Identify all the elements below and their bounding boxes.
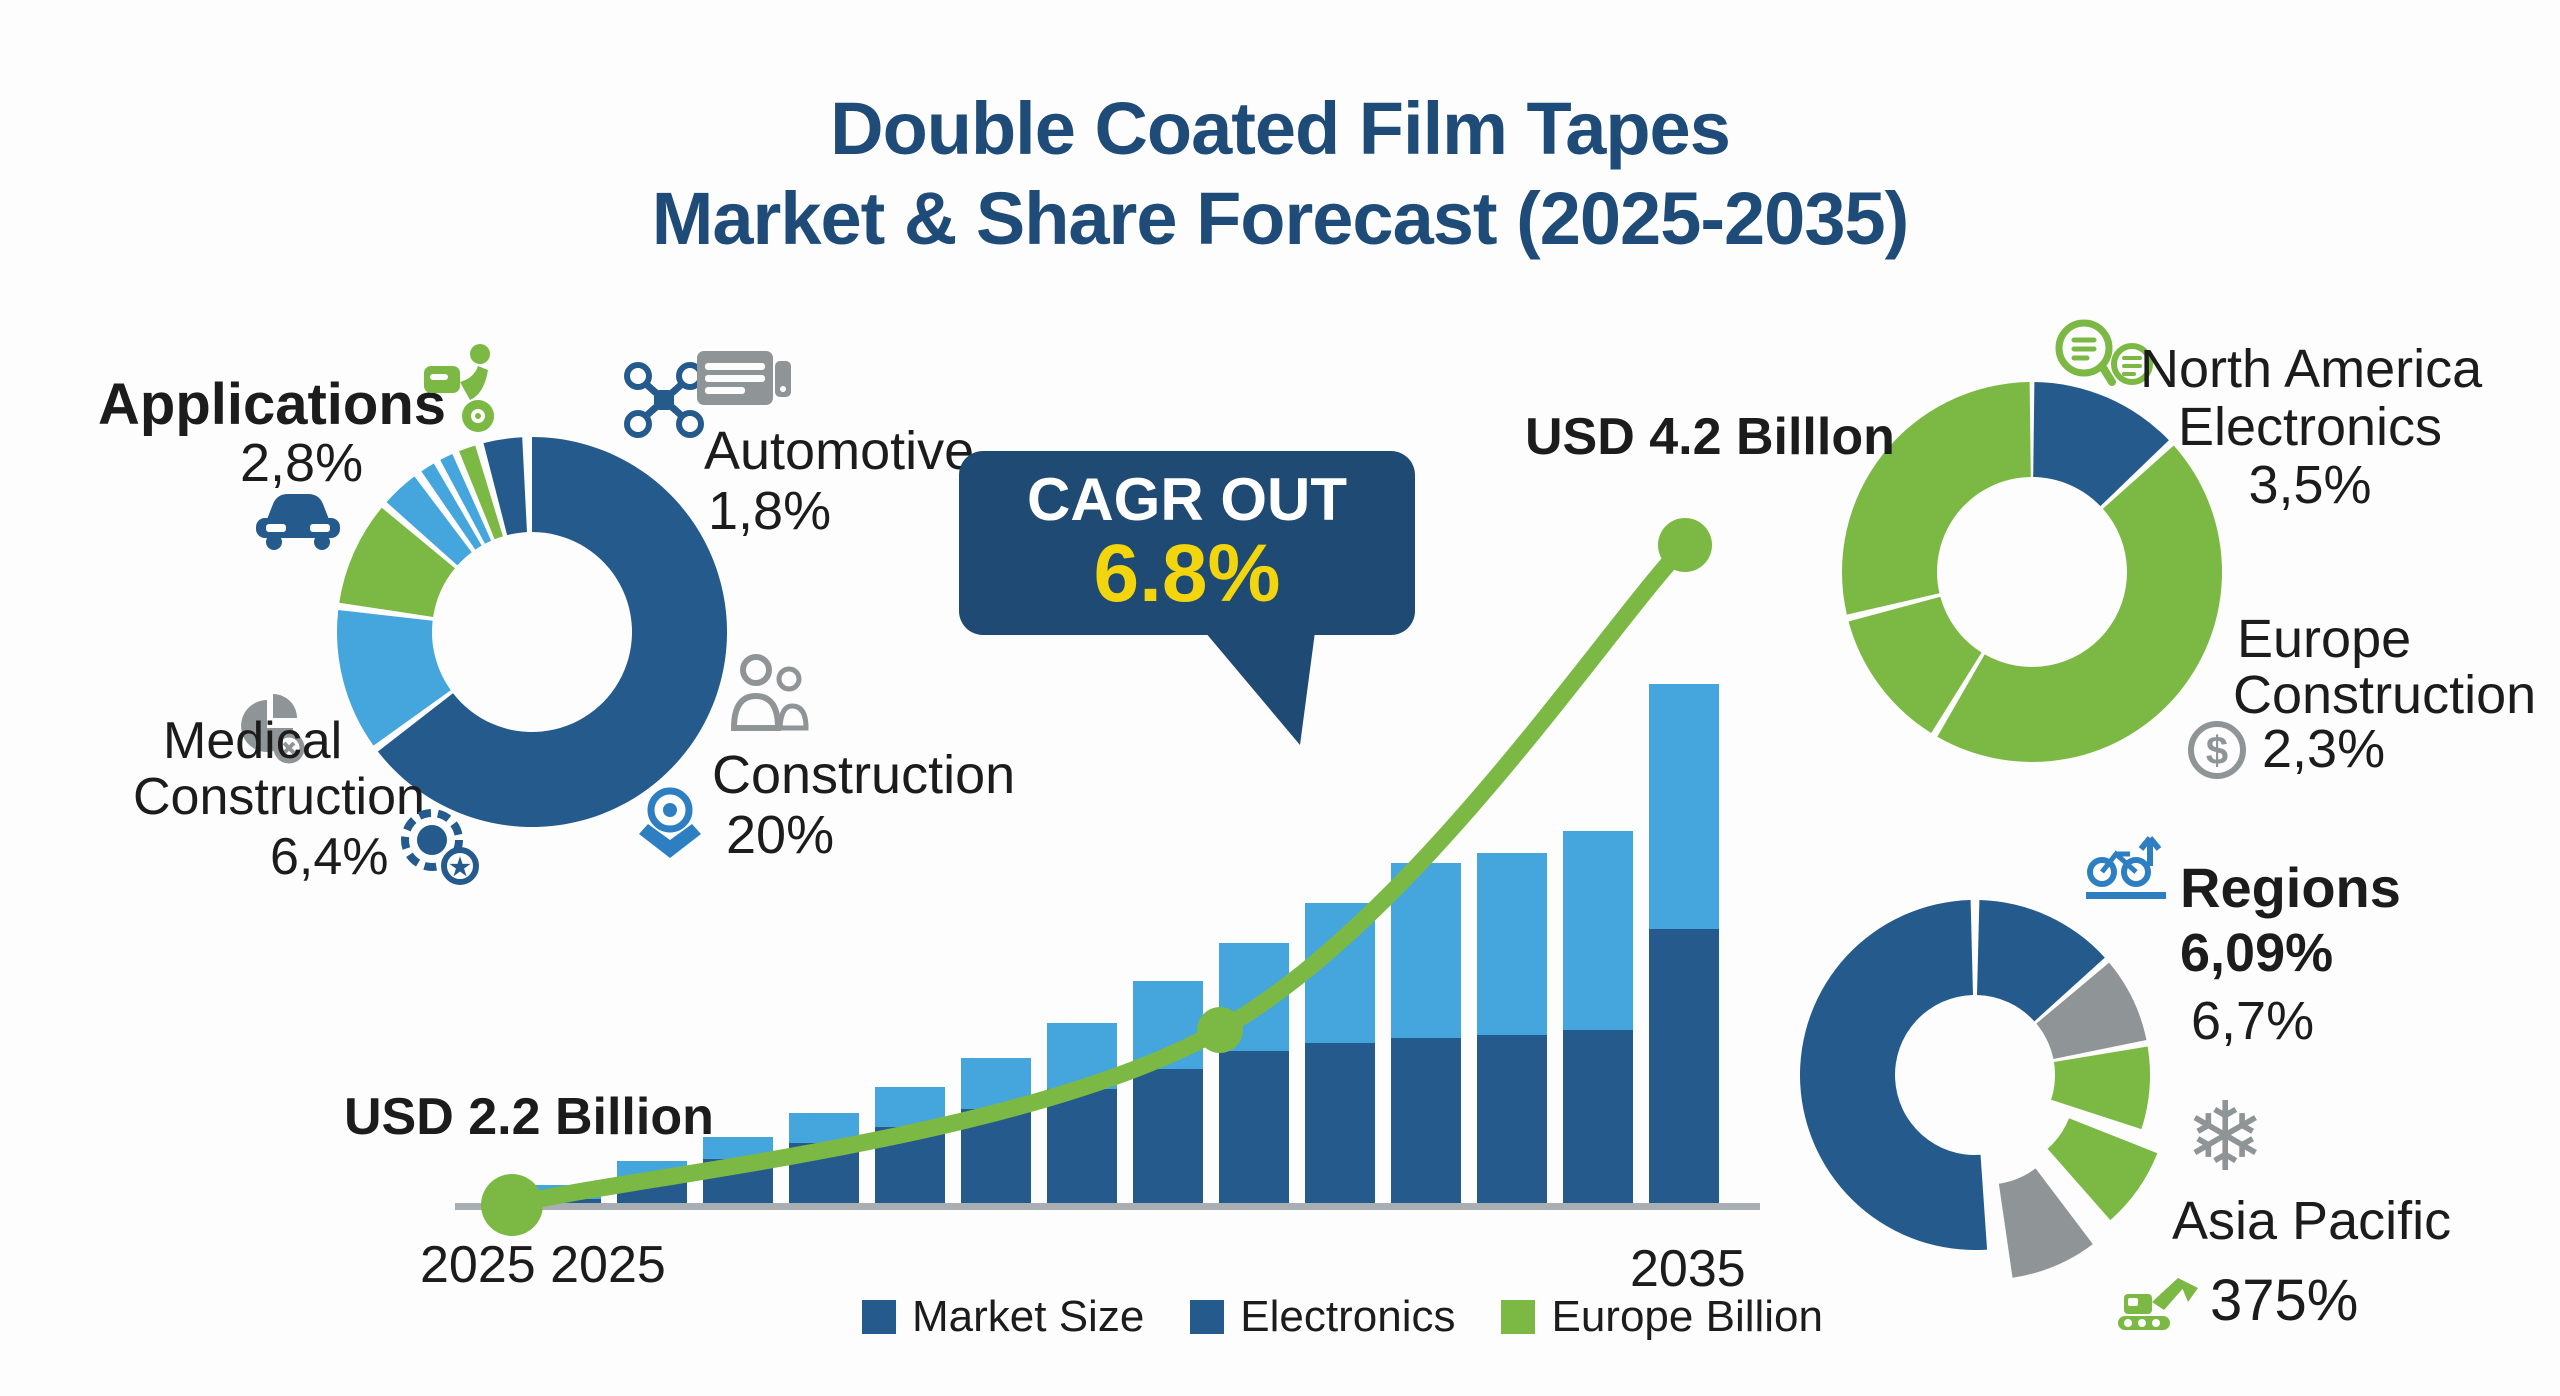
page-title: Double Coated Film Tapes Market & Share … xyxy=(0,84,2560,265)
bar-market-size-10 xyxy=(1305,1043,1375,1203)
trend-line-dot-1 xyxy=(481,1174,543,1236)
regions_top_donut-segment-0 xyxy=(2033,382,2169,507)
regions_bottom_donut-segment-3 xyxy=(2047,1118,2158,1221)
bicycle-icon xyxy=(2086,836,2166,899)
regions_bottom_donut-segment-2 xyxy=(2051,1046,2150,1130)
north-america-label-line2: Electronics xyxy=(2177,397,2443,457)
trend-line-dot-3 xyxy=(1658,518,1712,572)
location-pin-icon xyxy=(639,787,701,858)
people-icon xyxy=(730,654,809,731)
applications_donut-segment-3 xyxy=(386,476,472,566)
bar-market-size-11 xyxy=(1391,1038,1461,1203)
start-value-annotation: USD 2.2 Billion xyxy=(344,1088,714,1146)
asia-pacific-value: 375% xyxy=(2210,1268,2359,1333)
legend-swatch-europe-billion xyxy=(1501,1300,1536,1334)
cagr-value: 6.8% xyxy=(1093,528,1281,620)
bar-electronics-13 xyxy=(1563,831,1633,1030)
bar-market-size-13 xyxy=(1563,1030,1633,1203)
bar-market-size-9 xyxy=(1219,1051,1289,1203)
chart-legend: Market Size Electronics Europe Billion xyxy=(862,1292,1823,1342)
automotive-value: 1,8% xyxy=(708,481,832,541)
excavator-icon xyxy=(2118,1278,2198,1330)
dollar-coin-icon: $ xyxy=(2188,721,2246,779)
bar-market-size-12 xyxy=(1477,1035,1547,1203)
automotive-label: Automotive xyxy=(704,421,975,481)
scooter-icon xyxy=(424,344,494,432)
europe-label-line2: Construction xyxy=(2233,665,2537,725)
cagr-label: CAGR OUT xyxy=(1027,466,1347,534)
regions_bottom_donut-segment-0 xyxy=(1977,900,2105,1022)
dollar-glyph: $ xyxy=(2206,729,2228,773)
x-axis-left-label: 2025 2025 xyxy=(420,1236,666,1294)
legend-swatch-electronics xyxy=(1190,1300,1225,1334)
legend-item-europe-billion: Europe Billion xyxy=(1501,1292,1823,1342)
legend-label-market-size: Market Size xyxy=(912,1292,1145,1341)
applications_donut-segment-7 xyxy=(483,437,527,536)
end-value-annotation: USD 4.2 Billlon xyxy=(1525,408,1895,466)
construction-label: Construction xyxy=(712,745,1016,805)
id-card-icon xyxy=(697,351,791,405)
medical-value: 6,4% xyxy=(270,828,389,886)
applications_donut-segment-5 xyxy=(440,454,492,544)
car-icon xyxy=(256,494,340,550)
asia-pacific-label: Asia Pacific xyxy=(2172,1191,2452,1251)
applications-value: 2,8% xyxy=(240,433,364,493)
regions_bottom_donut-segment-4 xyxy=(1998,1168,2093,1278)
drone-icon xyxy=(624,362,704,438)
legend-item-electronics: Electronics xyxy=(1190,1292,1455,1342)
applications_donut-segment-4 xyxy=(421,463,482,550)
north-america-value: 3,5% xyxy=(2248,455,2372,515)
bar-market-size-7 xyxy=(1047,1089,1117,1203)
applications_donut-segment-2 xyxy=(339,507,455,617)
bar-market-size-14 xyxy=(1649,929,1719,1203)
legend-label-europe-billion: Europe Billion xyxy=(1551,1292,1823,1341)
pie-chart-icon xyxy=(241,694,305,764)
regions_bottom_donut-segment-1 xyxy=(2036,962,2147,1060)
applications_donut-segment-0 xyxy=(377,437,727,828)
legend-label-electronics: Electronics xyxy=(1240,1292,1456,1341)
north-america-label-line1: North America xyxy=(2140,339,2483,399)
regions_top_donut-segment-3 xyxy=(1842,382,2031,615)
x-axis-line xyxy=(455,1203,1760,1210)
star-glyph: ★ xyxy=(449,854,471,881)
trend-line-dot-2 xyxy=(1197,1007,1243,1053)
europe-value: 2,3% xyxy=(2262,719,2386,779)
medical-label-line1: Medical xyxy=(163,712,343,770)
coin-gear-icon: ★ xyxy=(401,809,479,885)
regions_bottom_donut-segment-5 xyxy=(1800,900,1988,1250)
regions-value-2: 6,7% xyxy=(2191,991,2315,1051)
medical-label-line2: Construction xyxy=(133,768,425,826)
construction-value: 20% xyxy=(726,805,835,865)
europe-label-line1: Europe xyxy=(2237,609,2412,669)
applications_donut-segment-6 xyxy=(459,445,503,540)
regions_top_donut-segment-1 xyxy=(1937,445,2222,762)
cagr-bubble-tail xyxy=(1205,632,1315,745)
bar-market-size-8 xyxy=(1133,1069,1203,1203)
legend-item-market-size: Market Size xyxy=(862,1292,1144,1342)
x-axis-right-label: 2035 xyxy=(1630,1240,1746,1298)
cagr-callout-bubble: CAGR OUT 6.8% xyxy=(959,451,1415,635)
chat-search-icon xyxy=(2055,319,2153,386)
bar-electronics-12 xyxy=(1477,853,1547,1035)
applications-heading: Applications xyxy=(98,372,447,437)
bar-electronics-14 xyxy=(1649,684,1719,929)
regions-heading: Regions xyxy=(2180,856,2401,919)
title-line-2: Market & Share Forecast (2025-2035) xyxy=(651,177,1910,261)
regions-value-1: 6,09% xyxy=(2180,923,2334,983)
snowflake-icon: ❄ xyxy=(2185,1084,2266,1191)
legend-swatch-market-size xyxy=(862,1300,896,1334)
bar-electronics-3 xyxy=(703,1137,773,1159)
regions_top_donut-segment-2 xyxy=(1848,596,1982,734)
applications_donut-segment-1 xyxy=(336,609,451,746)
title-line-1: Double Coated Film Tapes xyxy=(830,87,1731,170)
